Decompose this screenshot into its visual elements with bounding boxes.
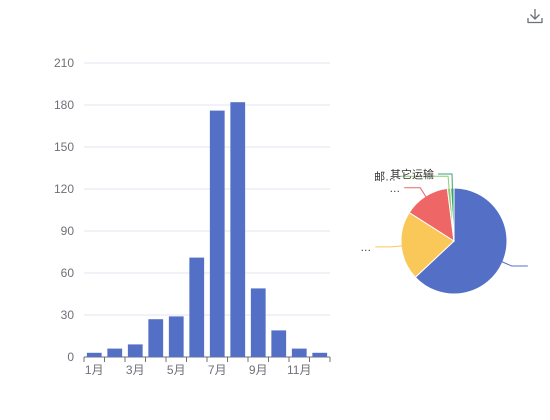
bar-8月 (230, 102, 246, 357)
y-tick-label: 0 (67, 350, 74, 364)
pie-label-line (400, 175, 450, 191)
bar-9月 (250, 288, 266, 357)
x-tick-label: 9月 (249, 363, 268, 377)
bar-7月 (209, 110, 225, 357)
bar-6月 (189, 257, 205, 357)
pie-chart: ……邮…其它运输 (360, 167, 528, 295)
y-tick-label: 150 (54, 140, 74, 154)
y-tick-label: 210 (54, 56, 74, 70)
download-icon[interactable] (525, 6, 545, 26)
y-tick-label: 120 (54, 182, 74, 196)
y-tick-label: 180 (54, 98, 74, 112)
y-tick-label: 30 (61, 308, 75, 322)
y-tick-label: 90 (61, 224, 75, 238)
bar-chart: 0 30 60 90 120 150 180 210 1月 3月 5月 7月 9月 11月 (54, 56, 331, 377)
x-tick-label: 1月 (85, 363, 104, 377)
bar-3月 (127, 344, 143, 357)
pie-label: … (389, 183, 400, 195)
pie-label-line (404, 187, 428, 199)
pie-label-line (500, 260, 528, 267)
bar-4月 (148, 319, 164, 357)
bar-12月 (312, 352, 328, 357)
bar-1月 (86, 352, 102, 357)
bar-5月 (168, 316, 184, 357)
pie-label: 邮… (374, 170, 396, 183)
x-tick-label: 11月 (287, 363, 311, 377)
pie-label-line (438, 173, 453, 191)
pie-label: … (360, 242, 371, 254)
bar-11月 (291, 348, 307, 357)
pie-label: 其它运输 (390, 167, 434, 181)
y-tick-label: 60 (61, 266, 75, 280)
bar-2月 (107, 348, 123, 357)
bar-10月 (271, 330, 287, 357)
x-tick-label: 3月 (126, 363, 145, 377)
x-tick-label: 7月 (208, 363, 227, 377)
download-icon-glyph (527, 9, 543, 24)
pie-label-line (375, 245, 404, 248)
x-tick-label: 5月 (167, 363, 186, 377)
